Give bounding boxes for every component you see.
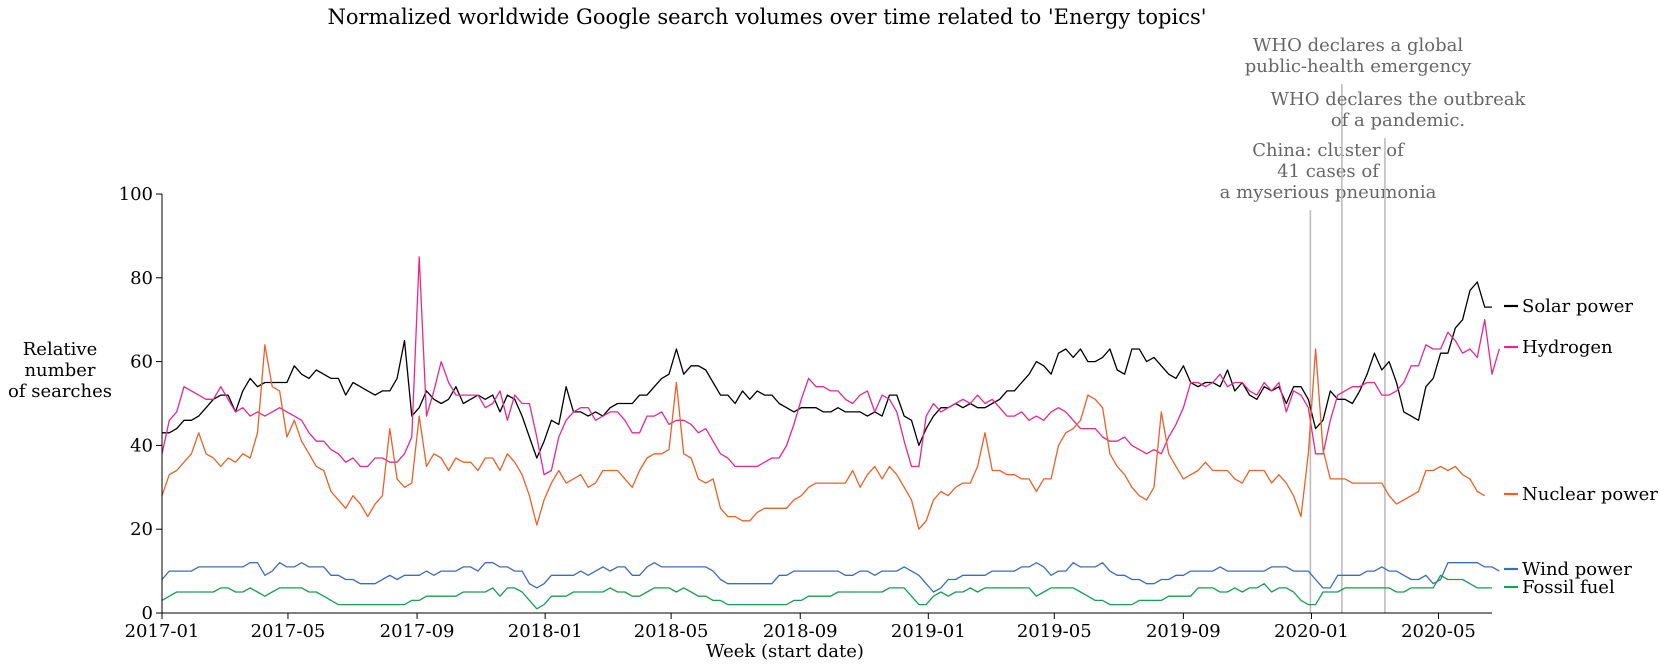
y-axis-label: Relative number of searches xyxy=(8,339,112,402)
legend: Solar power Hydrogen Nuclear power Wind pow… xyxy=(1504,296,1658,598)
event-annotation: WHO declares a global public-health emerg… xyxy=(1245,35,1472,77)
series-line xyxy=(162,281,1492,459)
y-tick-label: 20 xyxy=(130,519,153,540)
y-tick-label: 60 xyxy=(130,352,153,373)
x-tick-label: 2018-01 xyxy=(508,621,583,642)
legend-label: Fossil fuel xyxy=(1522,577,1615,598)
x-tick-label: 2018-05 xyxy=(634,621,709,642)
event-annotation: WHO declares the outbreak of a pandemic. xyxy=(1271,89,1527,131)
series-line xyxy=(161,574,1492,610)
series-line xyxy=(161,344,1486,530)
x-tick-label: 2018-09 xyxy=(763,621,838,642)
legend-label: Wind power xyxy=(1522,559,1632,580)
legend-label: Hydrogen xyxy=(1522,337,1613,358)
y-tick-label: 40 xyxy=(130,435,153,456)
x-tick-label: 2017-09 xyxy=(380,621,455,642)
x-tick-label: 2019-05 xyxy=(1017,621,1092,642)
series-line xyxy=(161,256,1500,476)
chart-title: Normalized worldwide Google search volum… xyxy=(327,5,1206,29)
x-axis-label: Week (start date) xyxy=(706,641,864,662)
x-tick-label: 2019-09 xyxy=(1146,621,1221,642)
x-tick-label: 2017-01 xyxy=(125,621,200,642)
series-line xyxy=(161,562,1500,593)
axes: 0 20 40 60 80 100 2017-01 2017-05 2017-09 2018-01… xyxy=(119,184,1492,642)
x-tick-label: 2017-05 xyxy=(251,621,326,642)
legend-label: Nuclear power xyxy=(1522,484,1658,505)
x-tick-label: 2019-01 xyxy=(891,621,966,642)
series-lines xyxy=(161,256,1500,610)
event-annotation: China: cluster of 41 cases of a myserious … xyxy=(1220,140,1437,203)
x-tick-label: 2020-01 xyxy=(1274,621,1349,642)
y-tick-label: 80 xyxy=(130,268,153,289)
y-tick-label: 0 xyxy=(142,603,153,624)
y-tick-label: 100 xyxy=(119,184,153,205)
event-annotations: China: cluster of 41 cases of a myserious … xyxy=(1220,35,1527,613)
legend-label: Solar power xyxy=(1522,296,1633,317)
x-tick-label: 2020-05 xyxy=(1401,621,1476,642)
